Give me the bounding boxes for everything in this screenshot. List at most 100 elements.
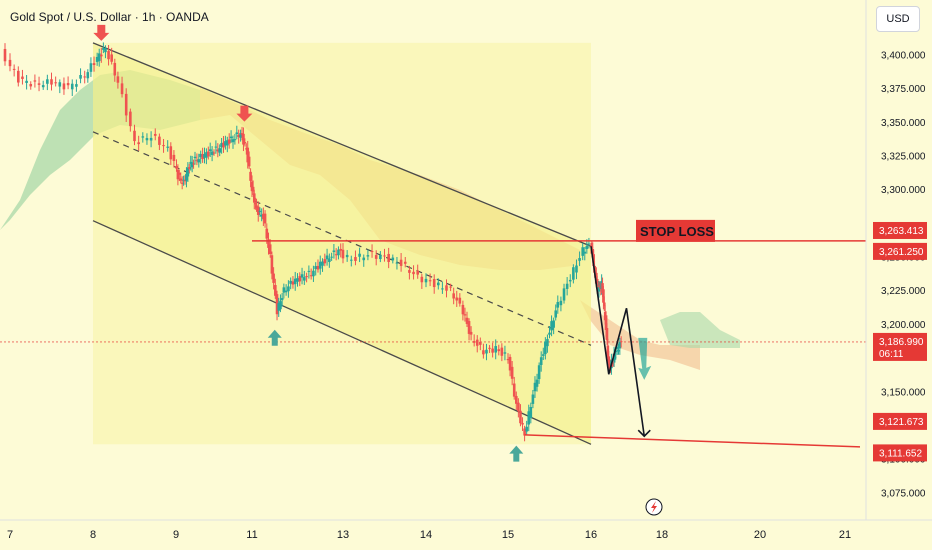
countdown-text: 06:11 <box>879 349 904 360</box>
candle-body <box>395 262 399 264</box>
candle-body <box>559 300 563 306</box>
candle-body <box>497 349 501 352</box>
price-tick-label: 3,400.000 <box>881 51 926 62</box>
candle-body <box>237 134 240 137</box>
candle-body <box>102 48 105 50</box>
candle-body <box>172 154 176 161</box>
candle-body <box>179 178 183 181</box>
candle-body <box>523 428 526 436</box>
candle-body <box>575 265 578 273</box>
candle-body <box>58 82 62 87</box>
candle-body <box>8 59 12 67</box>
candle-body <box>458 297 462 304</box>
candle-body <box>205 152 208 158</box>
candle-body <box>153 133 157 136</box>
candle-body <box>70 83 74 90</box>
candle-body <box>491 348 494 353</box>
candle-body <box>345 254 349 258</box>
time-tick-label: 9 <box>173 529 179 541</box>
candle-body <box>201 153 204 160</box>
price-badge <box>873 242 927 260</box>
candle-body <box>75 84 78 87</box>
candle-body <box>619 341 623 343</box>
candle-body <box>210 151 214 155</box>
candle-body <box>452 293 455 299</box>
candle-body <box>54 82 57 84</box>
price-badge-text: 3,111.652 <box>879 448 922 459</box>
projection-path <box>590 246 646 437</box>
candle-body <box>182 179 185 181</box>
candle-body <box>601 283 604 294</box>
candle-body <box>178 172 181 175</box>
candle-body <box>546 339 549 347</box>
candle-body <box>289 280 292 284</box>
candle-body <box>424 278 428 283</box>
price-tick-label: 3,375.000 <box>881 84 926 95</box>
candle-body <box>615 346 619 349</box>
lightning-icon[interactable] <box>645 498 663 516</box>
candle-body <box>226 140 229 146</box>
candle-body <box>379 255 382 260</box>
candle-body <box>190 162 194 168</box>
candle-body <box>104 48 107 53</box>
candle-body <box>298 276 302 282</box>
candle-body <box>279 301 282 310</box>
candle-body <box>318 261 322 269</box>
candle-body <box>265 228 269 239</box>
candle-body <box>595 272 598 282</box>
candle-body <box>517 402 520 412</box>
candle-body <box>95 56 99 62</box>
candle-body <box>158 136 161 145</box>
candle-body <box>246 147 250 163</box>
candle-body <box>263 213 267 224</box>
time-axis[interactable]: 7 8 9 11 13 14 15 16 18 20 21 <box>7 529 851 541</box>
price-tick-label: 3,200.000 <box>881 320 926 331</box>
candle-body <box>316 265 320 270</box>
price-badge-text: 3,121.673 <box>879 417 924 428</box>
price-badge-text: 3,263.413 <box>879 226 924 237</box>
candle-body <box>267 239 270 248</box>
candle-body <box>479 341 482 345</box>
candle-body <box>193 156 197 159</box>
candle-body <box>216 149 220 152</box>
candle-body <box>245 148 248 150</box>
candle-body <box>180 182 184 184</box>
candle-body <box>12 68 16 70</box>
candle-body <box>272 273 275 283</box>
price-tick-label: 3,225.000 <box>881 286 926 297</box>
candle-body <box>408 270 411 273</box>
candle-body <box>465 317 469 324</box>
channel-lower-line <box>92 220 592 445</box>
stop-loss-label: STOP LOSS <box>636 219 715 242</box>
candle-body <box>341 249 345 259</box>
candle-body <box>235 132 239 135</box>
candle-body <box>293 278 297 285</box>
candle-body <box>614 350 618 353</box>
candle-body <box>240 133 244 135</box>
candle-body <box>605 328 609 341</box>
cloud-bear-2 <box>580 300 700 370</box>
candle-body <box>113 62 117 76</box>
candle-body <box>565 283 569 289</box>
candle-body <box>323 259 327 264</box>
candle-body <box>552 320 555 328</box>
currency-selector[interactable]: USD <box>876 6 920 32</box>
candle-body <box>83 76 86 78</box>
candle-body <box>556 302 560 308</box>
candle-body <box>280 298 284 301</box>
candle-body <box>222 142 225 148</box>
candle-body <box>510 366 514 379</box>
target-line[interactable] <box>524 434 861 448</box>
candle-body <box>192 163 195 165</box>
candle-body <box>416 270 419 275</box>
candle-body <box>321 261 324 266</box>
candle-body <box>254 203 257 205</box>
price-tick-label: 3,075.000 <box>881 488 926 499</box>
candle-body <box>260 214 263 217</box>
candle-body <box>508 356 512 371</box>
candle-body <box>197 159 201 163</box>
projection-down-arrow <box>638 337 652 380</box>
sell-signal-arrow <box>236 105 253 122</box>
